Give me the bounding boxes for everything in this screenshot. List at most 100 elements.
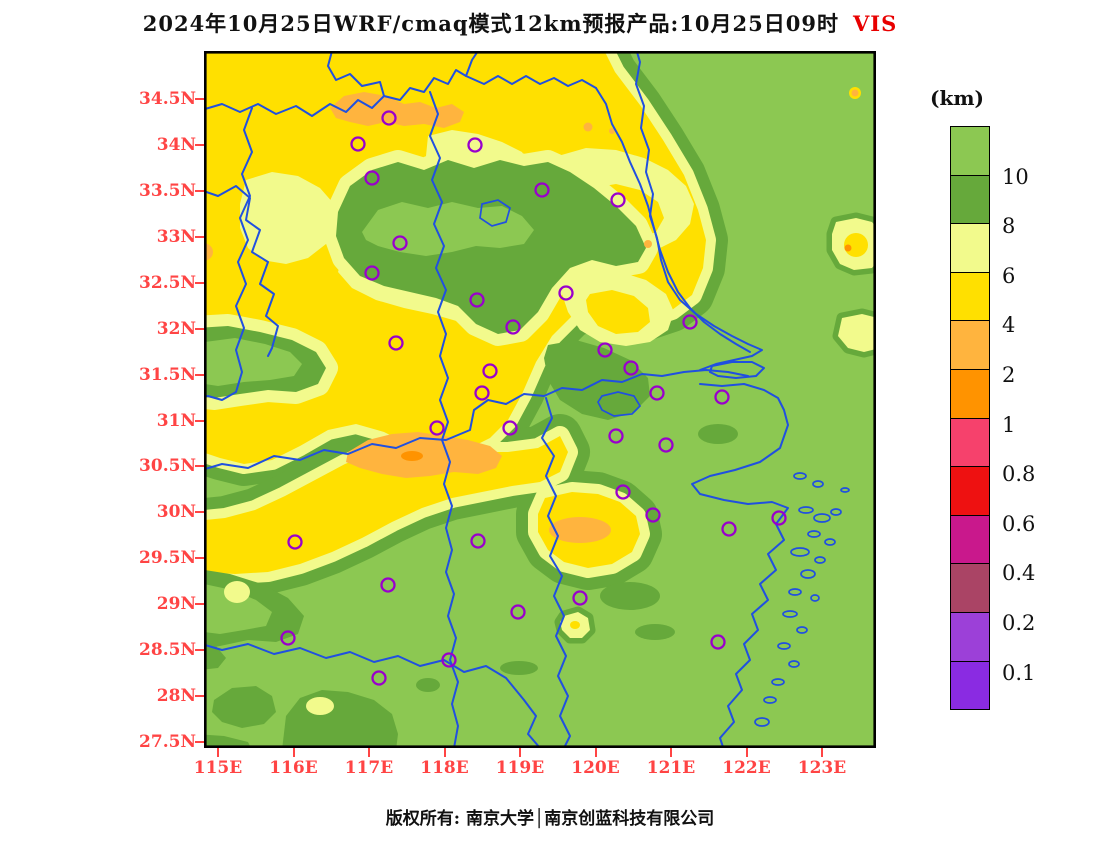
province-boundary <box>383 51 479 101</box>
very-low-visibility-2-4 <box>609 128 615 134</box>
title-variable-tag: VIS <box>852 11 898 36</box>
visibility-colorbar <box>950 126 990 711</box>
lat-tick <box>195 419 204 422</box>
chongming-island-outline <box>709 361 765 379</box>
station-circle-marker <box>371 670 387 686</box>
sea-pocket-4-6 <box>844 233 868 257</box>
lon-label: 117E <box>344 758 394 778</box>
station-circle-marker <box>608 428 624 444</box>
colorbar-cell <box>950 320 990 370</box>
station-circle-marker <box>558 285 574 301</box>
lake-hongze-outline <box>479 199 511 227</box>
lat-tick <box>195 281 204 284</box>
visibility-contour-map <box>204 51 876 748</box>
colorbar-cell <box>950 368 990 419</box>
sea-speck-2-4 <box>851 89 859 97</box>
lat-tick <box>195 327 204 330</box>
station-circle-marker <box>388 335 404 351</box>
lon-tick <box>217 748 219 757</box>
colorbar-cell <box>950 417 990 468</box>
lat-label: 30N <box>156 502 196 523</box>
lon-label: 115E <box>193 758 243 778</box>
lat-tick <box>195 98 204 100</box>
province-boundary-anhui-jiangsu <box>429 91 459 748</box>
colorbar-boundary-label: 0.8 <box>1002 462 1036 487</box>
lat-label: 30.5N <box>139 456 196 477</box>
station-circle-marker <box>380 577 396 593</box>
station-circle-marker <box>482 363 498 379</box>
lat-label: 28N <box>156 686 196 707</box>
station-circle-marker <box>469 292 485 308</box>
station-circle-marker <box>649 385 665 401</box>
station-circle-marker <box>474 385 490 401</box>
lat-tick <box>195 603 204 606</box>
patch-8-10 <box>600 582 660 610</box>
lat-label: 27.5N <box>139 732 196 753</box>
lat-tick <box>195 741 204 744</box>
colorbar-cell <box>950 660 990 711</box>
very-low-visibility-2-4 <box>346 432 502 478</box>
station-circle-marker <box>510 604 526 620</box>
sea-pocket-1-2 <box>844 244 852 252</box>
patch-8-10 <box>212 686 276 728</box>
coastline <box>635 51 763 371</box>
colorbar-cell <box>950 514 990 565</box>
lon-tick <box>821 748 823 757</box>
lat-label: 28.5N <box>139 640 196 661</box>
station-circle-marker <box>682 314 698 330</box>
lon-tick <box>745 748 748 757</box>
station-circle-marker <box>623 360 639 376</box>
title-text: 2024年10月25日WRF/cmaq模式12km预报产品:10月25日09时 <box>142 11 839 36</box>
station-circle-marker <box>381 110 397 126</box>
lat-label: 33.5N <box>139 180 196 201</box>
patch-8-10 <box>635 624 675 640</box>
colorbar-unit-label: (km) <box>930 86 984 110</box>
lat-label: 33N <box>156 226 196 247</box>
lon-tick <box>670 748 672 757</box>
lon-label: 121E <box>646 758 696 778</box>
lon-tick <box>368 748 370 757</box>
colorbar-boundary-label: 0.6 <box>1002 511 1036 536</box>
station-circle-marker <box>721 521 737 537</box>
colorbar-cell <box>950 563 990 613</box>
coastline <box>691 383 789 748</box>
very-low-visibility-1-2 <box>401 451 423 461</box>
station-circle-marker <box>572 590 588 606</box>
lat-label: 31.5N <box>139 364 196 385</box>
pocket-6-8 <box>306 697 334 715</box>
station-markers <box>280 110 787 686</box>
pocket-6-8 <box>224 581 250 603</box>
lat-tick <box>195 235 204 238</box>
station-circle-marker <box>615 484 631 500</box>
lat-tick <box>195 511 204 514</box>
lat-label: 34.5N <box>139 89 196 109</box>
lon-tick <box>594 748 597 757</box>
station-circle-marker <box>771 510 787 526</box>
copyright-credit: 版权所有: 南京大学│南京创蓝科技有限公司 <box>385 809 715 829</box>
lat-label: 32N <box>156 318 196 339</box>
colorbar-cell <box>950 466 990 516</box>
clear-core-gt-10 <box>205 338 302 386</box>
forecast-map <box>204 51 876 748</box>
colorbar-cell <box>950 174 990 225</box>
lat-label: 34N <box>156 134 196 155</box>
station-circle-marker <box>714 389 730 405</box>
station-circle-marker <box>502 420 518 436</box>
yellow-core-4-6 <box>586 290 650 334</box>
lat-tick <box>195 373 204 376</box>
lon-label: 123E <box>797 758 847 778</box>
colorbar-cell <box>950 271 990 322</box>
station-circle-marker <box>429 420 445 436</box>
lat-label: 29N <box>156 594 196 615</box>
pocket-6-8 <box>240 172 336 264</box>
yellow-speck-4-6 <box>570 621 580 629</box>
lon-label: 116E <box>269 758 318 778</box>
station-circle-marker <box>392 235 408 251</box>
colorbar-boundary-label: 1 <box>1002 412 1016 437</box>
lon-label: 119E <box>495 758 545 778</box>
patch-8-10 <box>416 678 440 692</box>
station-circle-marker <box>364 265 380 281</box>
colorbar-boundary-label: 10 <box>1002 164 1029 189</box>
province-boundary-henan-anhui <box>204 107 253 401</box>
